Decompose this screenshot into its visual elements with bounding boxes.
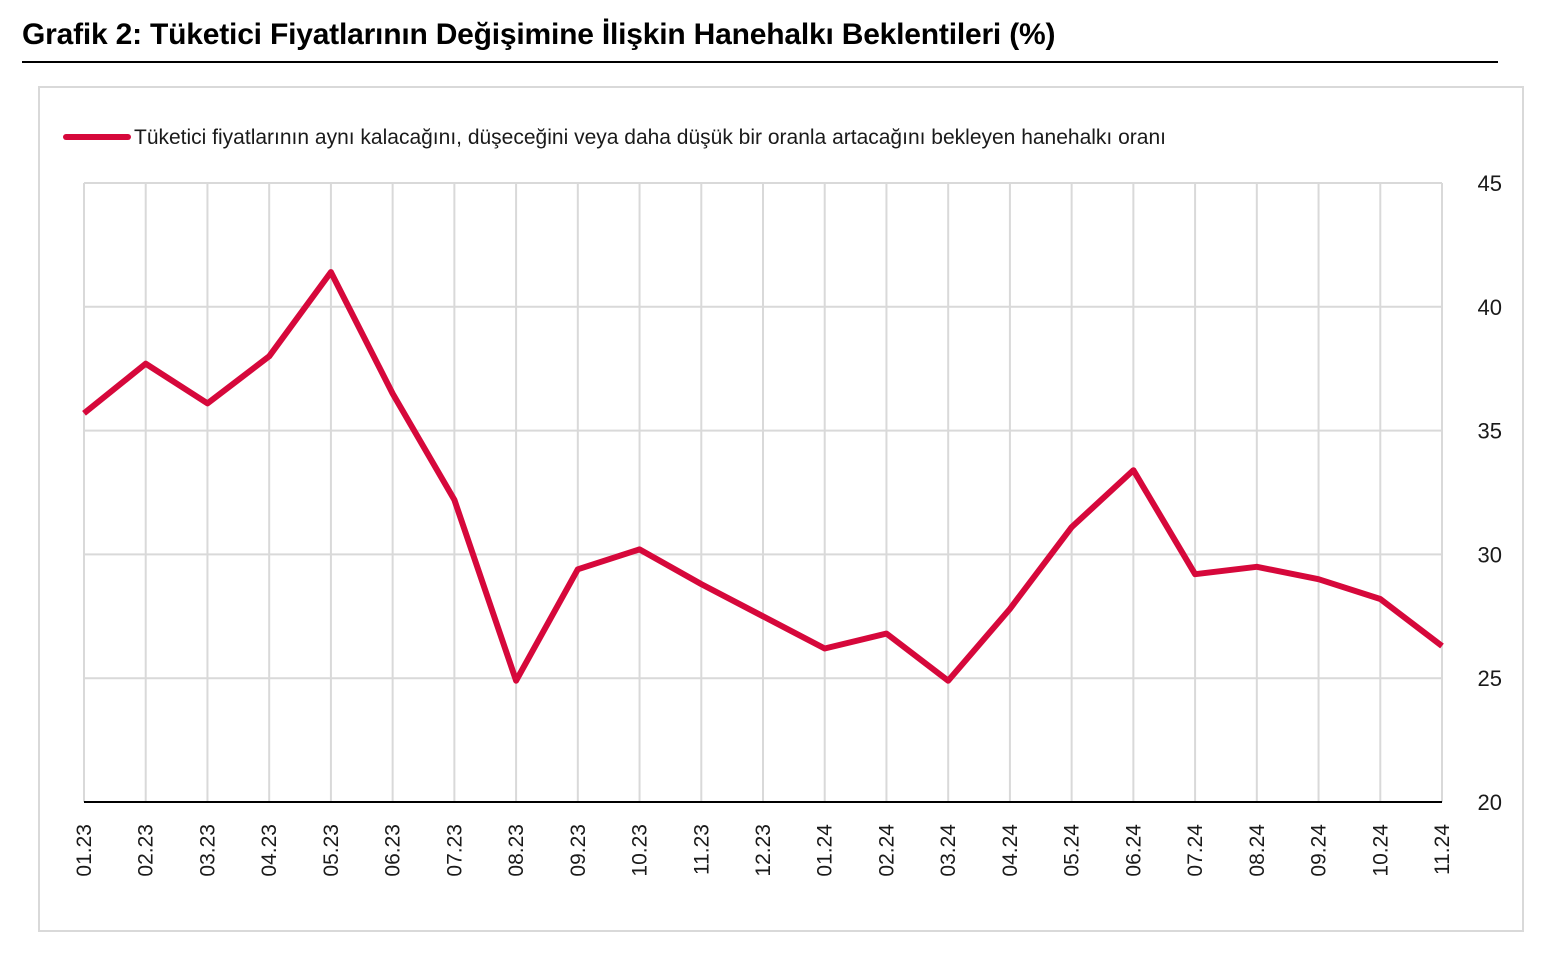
- chart-frame: [38, 86, 1524, 932]
- y-tick-label: 30: [1478, 542, 1502, 567]
- x-tick-label: 07.23: [443, 824, 466, 877]
- x-tick-label: 11.24: [1431, 824, 1454, 875]
- x-tick-label: 03.23: [196, 824, 219, 877]
- y-tick-label: 25: [1478, 666, 1502, 691]
- x-tick-label: 02.24: [875, 824, 898, 877]
- legend-label: Tüketici fiyatlarının aynı kalacağını, d…: [134, 126, 1166, 149]
- y-tick-label: 40: [1478, 295, 1502, 320]
- legend: Tüketici fiyatlarının aynı kalacağını, d…: [63, 126, 1166, 149]
- x-tick-label: 09.23: [567, 824, 590, 877]
- x-tick-label: 02.23: [135, 824, 158, 877]
- gridlines: [83, 182, 1443, 802]
- series-layer: [82, 269, 1444, 684]
- x-tick-label: 01.23: [73, 824, 96, 877]
- x-tick-label: 04.24: [999, 824, 1022, 877]
- x-tick-label: 05.23: [320, 824, 343, 877]
- y-tick-label: 45: [1478, 171, 1502, 196]
- chart-title: Grafik 2: Tüketici Fiyatlarının Değişimi…: [22, 18, 1056, 51]
- x-tick-label: 05.24: [1061, 824, 1084, 877]
- x-tick-label: 08.24: [1246, 824, 1269, 877]
- y-tick-label: 35: [1478, 419, 1502, 444]
- x-tick-label: 01.24: [814, 824, 837, 877]
- x-tick-label: 09.24: [1308, 824, 1331, 877]
- x-tick-label: 08.23: [505, 824, 528, 877]
- y-axis-ticks: 20 25 30 35 40 45: [1478, 171, 1502, 815]
- x-tick-label: 11.23: [690, 824, 713, 875]
- x-tick-label: 06.24: [1122, 824, 1145, 877]
- x-axis-ticks: 01.23 02.23 03.23 04.23 05.23 06.23 07.23 08.23…: [73, 824, 1454, 877]
- x-tick-label: 12.23: [752, 824, 775, 877]
- x-tick-label: 10.23: [629, 824, 652, 877]
- x-tick-label: 03.24: [937, 824, 960, 877]
- x-tick-label: 07.24: [1184, 824, 1207, 877]
- y-tick-label: 20: [1478, 790, 1502, 815]
- x-tick-label: 10.24: [1369, 824, 1392, 877]
- x-tick-label: 06.23: [382, 824, 405, 877]
- title-underline: [22, 61, 1498, 63]
- x-tick-label: 04.23: [258, 824, 281, 877]
